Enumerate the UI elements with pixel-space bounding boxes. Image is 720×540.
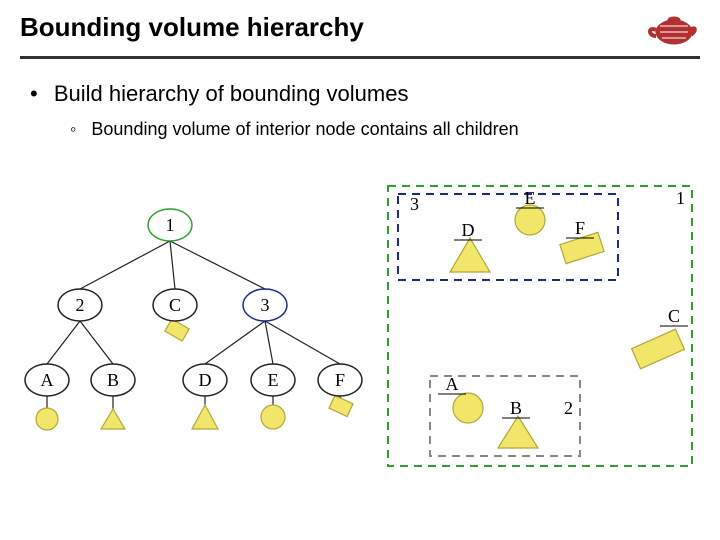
- bounding-box-label: 2: [564, 398, 573, 418]
- slide-title: Bounding volume hierarchy: [20, 12, 364, 43]
- bullet-level-2: ◦ Bounding volume of interior node conta…: [70, 118, 519, 140]
- tree-node: E: [251, 364, 295, 396]
- tree-node: 1: [148, 209, 192, 241]
- tree-edge: [80, 241, 170, 289]
- scene-shape: E: [515, 188, 545, 235]
- title-underline: [20, 56, 700, 59]
- leaf-shape: [329, 395, 353, 416]
- leaf-shape: [36, 408, 58, 430]
- tree-node: 3: [243, 289, 287, 321]
- bounding-box-label: 1: [676, 188, 685, 208]
- scene-shape-label: E: [525, 188, 536, 208]
- scene-shape: D: [450, 220, 490, 272]
- bullet-marker-1: •: [30, 81, 38, 107]
- leaf-shape: [165, 319, 189, 341]
- hierarchy-tree-diagram: 1 2 C 3 A B D E F: [15, 195, 375, 455]
- bullet-level-1: • Build hierarchy of bounding volumes: [30, 80, 408, 107]
- bullet-marker-2: ◦: [70, 119, 76, 140]
- scene-shape: F: [560, 218, 604, 264]
- bullet-text-2: Bounding volume of interior node contain…: [91, 119, 518, 140]
- tree-node: B: [91, 364, 135, 396]
- scene-shape-label: B: [510, 398, 522, 418]
- scene-shape: C: [632, 306, 688, 369]
- tree-node: A: [25, 364, 69, 396]
- tree-node: F: [318, 364, 362, 396]
- tree-edge: [47, 321, 80, 364]
- tree-edge: [170, 241, 175, 289]
- tree-edge: [170, 241, 265, 289]
- tree-node-label: F: [335, 370, 345, 390]
- tree-edge: [205, 321, 265, 364]
- tree-node-label: D: [199, 370, 212, 390]
- tree-node-label: 2: [76, 295, 85, 315]
- scene-shape-label: F: [575, 218, 585, 238]
- tree-node: C: [153, 289, 197, 321]
- bounding-box-label: 3: [410, 194, 419, 214]
- tree-node: D: [183, 364, 227, 396]
- scene-shape-label: A: [446, 374, 459, 394]
- leaf-shape: [192, 405, 218, 429]
- scene-shape-label: D: [462, 220, 475, 240]
- tree-node-label: B: [107, 370, 119, 390]
- tree-node-label: A: [41, 370, 54, 390]
- leaf-shape: [101, 409, 125, 429]
- tree-edge: [80, 321, 113, 364]
- teapot-icon: [644, 6, 702, 50]
- bullet-text-1: Build hierarchy of bounding volumes: [54, 81, 409, 107]
- tree-node-label: 3: [261, 295, 270, 315]
- scene-shape: A: [438, 374, 483, 423]
- scene-shape-label: C: [668, 306, 680, 326]
- scene-shape: B: [498, 398, 538, 448]
- tree-node-label: C: [169, 295, 181, 315]
- tree-edge: [265, 321, 273, 364]
- tree-edge: [265, 321, 340, 364]
- tree-node: 2: [58, 289, 102, 321]
- tree-node-label: E: [268, 370, 279, 390]
- leaf-shape: [261, 405, 285, 429]
- spatial-scene-diagram: 1 3 2 E D F C A B: [380, 180, 720, 500]
- tree-node-label: 1: [166, 215, 175, 235]
